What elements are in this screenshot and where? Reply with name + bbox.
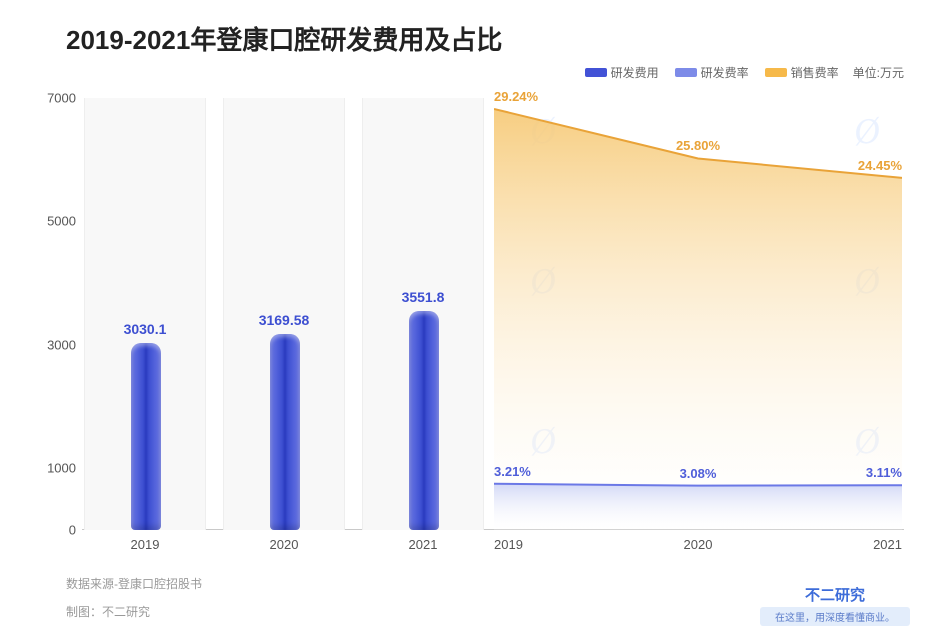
bar [131, 343, 161, 530]
y-tick-label: 1000 [28, 461, 76, 476]
rate-value-label: 29.24% [494, 89, 538, 104]
y-tick-label: 0 [28, 523, 76, 538]
y-tick-label: 7000 [28, 91, 76, 106]
rate-value-label: 3.08% [680, 466, 717, 481]
credit-text: 制图：不二研究 [66, 603, 150, 620]
rate-value-label: 25.80% [676, 138, 720, 153]
bar-x-label: 2019 [85, 537, 205, 552]
rate-x-label: 2020 [684, 537, 713, 552]
brand-badge: 不二研究 在这里，用深度看懂商业。 [760, 584, 910, 626]
y-tick-label: 3000 [28, 337, 76, 352]
bar-chart: 3030.120193169.5820203551.82021 [84, 98, 484, 530]
brand-tagline: 在这里，用深度看懂商业。 [760, 607, 910, 626]
legend: 研发费用 研发费率 销售费率 单位:万元 [585, 64, 904, 81]
rate-chart: 20192020202129.24%25.80%24.45%3.21%3.08%… [494, 98, 902, 530]
rate-x-label: 2021 [873, 537, 902, 552]
bar-slot: 3169.582020 [223, 98, 345, 530]
bar-value-label: 3030.1 [85, 321, 205, 337]
legend-swatch-rd-rate [675, 68, 697, 77]
y-tick-label: 5000 [28, 214, 76, 229]
bar [270, 334, 300, 530]
bar [409, 311, 439, 530]
chart-title: 2019-2021年登康口腔研发费用及占比 [66, 20, 502, 57]
rate-value-label: 24.45% [858, 158, 902, 173]
bar-x-label: 2020 [224, 537, 344, 552]
bar-slot: 3030.12019 [84, 98, 206, 530]
chart-area: 01000300050007000 3030.120193169.5820203… [32, 98, 912, 558]
brand-name: 不二研究 [760, 584, 910, 605]
rate-value-label: 3.11% [866, 465, 902, 480]
rate-value-label: 3.21% [494, 464, 531, 479]
legend-label-sales-rate: 销售费率 [791, 64, 839, 81]
legend-label-rd-cost: 研发费用 [611, 64, 659, 81]
legend-swatch-sales-rate [765, 68, 787, 77]
bar-x-label: 2021 [363, 537, 483, 552]
rate-x-label: 2019 [494, 537, 523, 552]
bar-value-label: 3551.8 [363, 289, 483, 305]
legend-label-rd-rate: 研发费率 [701, 64, 749, 81]
bar-value-label: 3169.58 [224, 312, 344, 328]
bar-slot: 3551.82021 [362, 98, 484, 530]
legend-swatch-rd-cost [585, 68, 607, 77]
legend-unit: 单位:万元 [853, 64, 904, 81]
source-text: 数据来源-登康口腔招股书 [66, 575, 202, 592]
